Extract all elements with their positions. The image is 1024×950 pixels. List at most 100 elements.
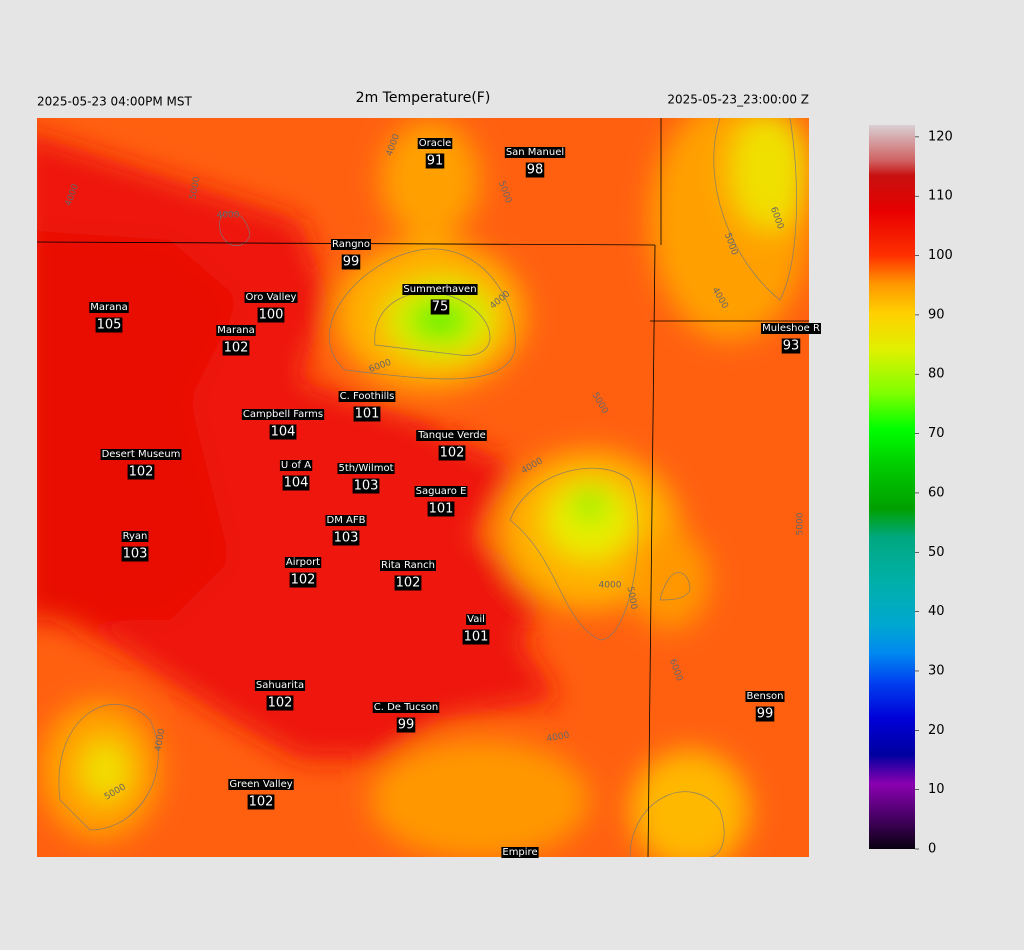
- colorbar-tick-label: 20: [928, 723, 945, 738]
- contour-label: 5000: [796, 512, 806, 535]
- station-temperature: 102: [396, 576, 421, 591]
- station-name: Ryan: [123, 531, 148, 542]
- colorbar-tick-label: 80: [928, 367, 945, 382]
- contour-label: 5000: [625, 586, 639, 611]
- station-temperature: 102: [291, 573, 316, 588]
- station: 5th/Wilmot 103: [337, 463, 395, 494]
- station: Tanque Verde 102: [416, 430, 487, 461]
- label-background: [380, 560, 436, 571]
- label-background: [257, 307, 285, 323]
- station-temperature: 99: [343, 255, 360, 270]
- station-name: Marana: [90, 302, 127, 313]
- colorbar-tick-label: 120: [928, 129, 953, 144]
- station-name: Saguaro E: [416, 486, 467, 497]
- label-background: [341, 254, 361, 270]
- station-temperature: 103: [354, 479, 379, 494]
- station-name: Oracle: [419, 138, 452, 149]
- contour-label: 4000: [217, 211, 240, 221]
- label-background: [525, 162, 545, 178]
- station-name: Sahuarita: [256, 680, 304, 691]
- station: Green Valley 102: [228, 779, 294, 810]
- colorbar-tick-label: 30: [928, 663, 945, 678]
- station: Marana 102: [216, 325, 256, 356]
- station: Marana 105: [89, 302, 129, 333]
- station-temperature: 102: [440, 446, 465, 461]
- label-background: [761, 323, 821, 334]
- label-background: [745, 691, 785, 702]
- station: San Manuel 98: [504, 147, 566, 178]
- station: Campbell Farms 104: [241, 409, 325, 440]
- label-background: [414, 486, 468, 497]
- station-temperature: 101: [355, 407, 380, 422]
- station: Oro Valley 100: [244, 292, 298, 323]
- station-name: Green Valley: [229, 779, 292, 790]
- station-temperature: 101: [464, 630, 489, 645]
- label-background: [352, 478, 380, 494]
- colorbar-tick-label: 70: [928, 426, 945, 441]
- label-background: [121, 531, 149, 542]
- station: Desert Museum 102: [100, 449, 182, 480]
- station-temperature: 103: [123, 547, 148, 562]
- label-background: [430, 299, 450, 315]
- colorbar-tick-label: 90: [928, 307, 945, 322]
- station-name: U of A: [281, 460, 311, 471]
- label-background: [416, 430, 487, 441]
- label-background: [289, 572, 317, 588]
- label-background: [266, 695, 294, 711]
- label-background: [269, 424, 297, 440]
- station: C. De Tucson 99: [372, 702, 440, 733]
- station-temperature: 104: [271, 425, 296, 440]
- colorbar-tick-label: 110: [928, 189, 953, 204]
- station: Rita Ranch 102: [380, 560, 436, 591]
- station: Benson 99: [745, 691, 785, 722]
- colorbar-tick-label: 100: [928, 248, 953, 263]
- label-background: [254, 680, 306, 691]
- label-background: [121, 546, 149, 562]
- label-background: [279, 460, 313, 471]
- station-name: DM AFB: [327, 515, 366, 526]
- label-background: [353, 406, 381, 422]
- valid-time-local: 2025-05-23 04:00PM MST: [37, 95, 193, 109]
- station: DM AFB 103: [325, 515, 367, 546]
- label-background: [501, 847, 539, 858]
- map-title: 2m Temperature(F): [356, 90, 491, 106]
- station: Sahuarita 102: [254, 680, 306, 711]
- station-name: Airport: [286, 557, 320, 568]
- station-name: 5th/Wilmot: [339, 463, 394, 474]
- label-background: [284, 557, 322, 568]
- label-background: [325, 515, 367, 526]
- station-temperature: 98: [527, 163, 544, 178]
- label-background: [466, 614, 486, 625]
- label-background: [332, 530, 360, 546]
- station: Ryan 103: [121, 531, 149, 562]
- station-name: Empire: [502, 847, 537, 858]
- label-background: [394, 575, 422, 591]
- label-background: [222, 340, 250, 356]
- station: Rangno 99: [331, 239, 371, 270]
- label-background: [338, 391, 396, 402]
- station: Muleshoe R 93: [761, 323, 821, 354]
- station-temperature: 102: [268, 696, 293, 711]
- station-temperature: 102: [249, 795, 274, 810]
- label-background: [331, 239, 371, 250]
- station-temperature: 102: [129, 465, 154, 480]
- label-background: [438, 445, 466, 461]
- station-temperature: 91: [427, 154, 444, 169]
- station: U of A 104: [279, 460, 313, 491]
- station-name: Desert Museum: [102, 449, 181, 460]
- station-temperature: 93: [783, 339, 800, 354]
- label-background: [504, 147, 566, 158]
- label-background: [100, 449, 182, 460]
- station-name: Tanque Verde: [417, 430, 486, 441]
- station-temperature: 99: [398, 718, 415, 733]
- label-background: [247, 794, 275, 810]
- contour-label: 4000: [154, 728, 168, 753]
- station-temperature: 101: [429, 502, 454, 517]
- label-background: [427, 501, 455, 517]
- station-name: Muleshoe R: [762, 323, 820, 334]
- label-background: [241, 409, 325, 420]
- station-temperature: 102: [224, 341, 249, 356]
- station-name: Summerhaven: [403, 284, 476, 295]
- station: Oracle 91: [417, 138, 453, 169]
- label-background: [89, 302, 129, 313]
